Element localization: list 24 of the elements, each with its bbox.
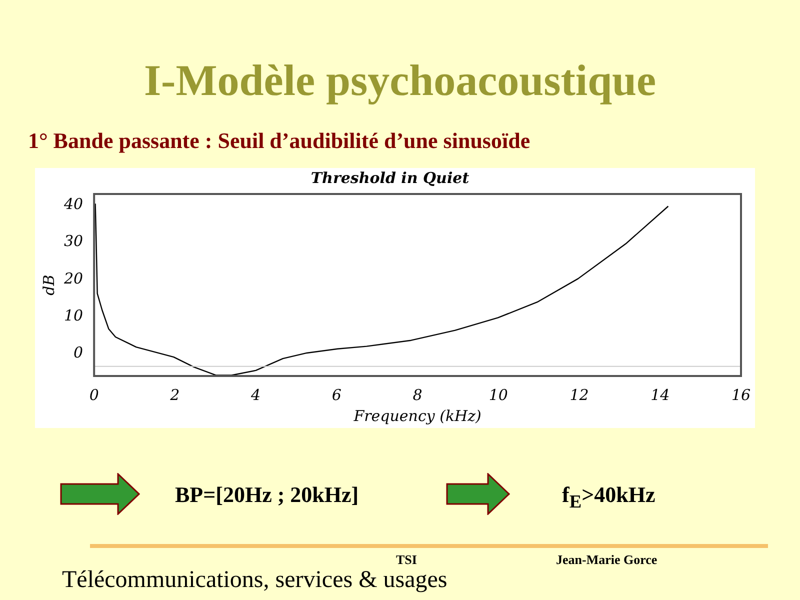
x-tick-label: 16 — [731, 386, 751, 404]
y-tick-label: 40 — [62, 195, 84, 214]
x-tick-label: 2 — [169, 386, 180, 404]
y-tick-label: 10 — [64, 306, 84, 324]
chart-title: Threshold in Quiet — [310, 168, 470, 187]
x-tick-label: 12 — [570, 386, 589, 404]
y-tick-label: 0 — [74, 344, 84, 362]
text: Jean-Marie Gorce — [556, 552, 658, 568]
text: BP=[20Hz ; 20kHz] — [175, 482, 359, 508]
x-tick-label: 10 — [488, 386, 508, 404]
text: f$_{E}$>40kHz — [562, 482, 656, 512]
y-tick-label: 30 — [64, 232, 84, 250]
text: TSI — [396, 552, 417, 568]
text: I-Modèle psychoacoustique — [142, 55, 658, 106]
text: 1° Bande passante : Seuil d’audibilité d’une sinusoïde — [28, 128, 530, 154]
x-axis-title: Frequency (kHz) — [352, 406, 482, 425]
y-axis-title: dB — [40, 274, 58, 296]
text: Télécommunications, services & usages — [62, 567, 448, 594]
x-tick-label: 0 — [89, 386, 100, 404]
x-tick-label: 14 — [650, 386, 670, 404]
x-tick-label: 8 — [412, 386, 422, 404]
x-tick-label: 4 — [250, 386, 261, 404]
y-tick-label: 20 — [62, 269, 84, 288]
x-tick-label: 6 — [332, 386, 342, 404]
